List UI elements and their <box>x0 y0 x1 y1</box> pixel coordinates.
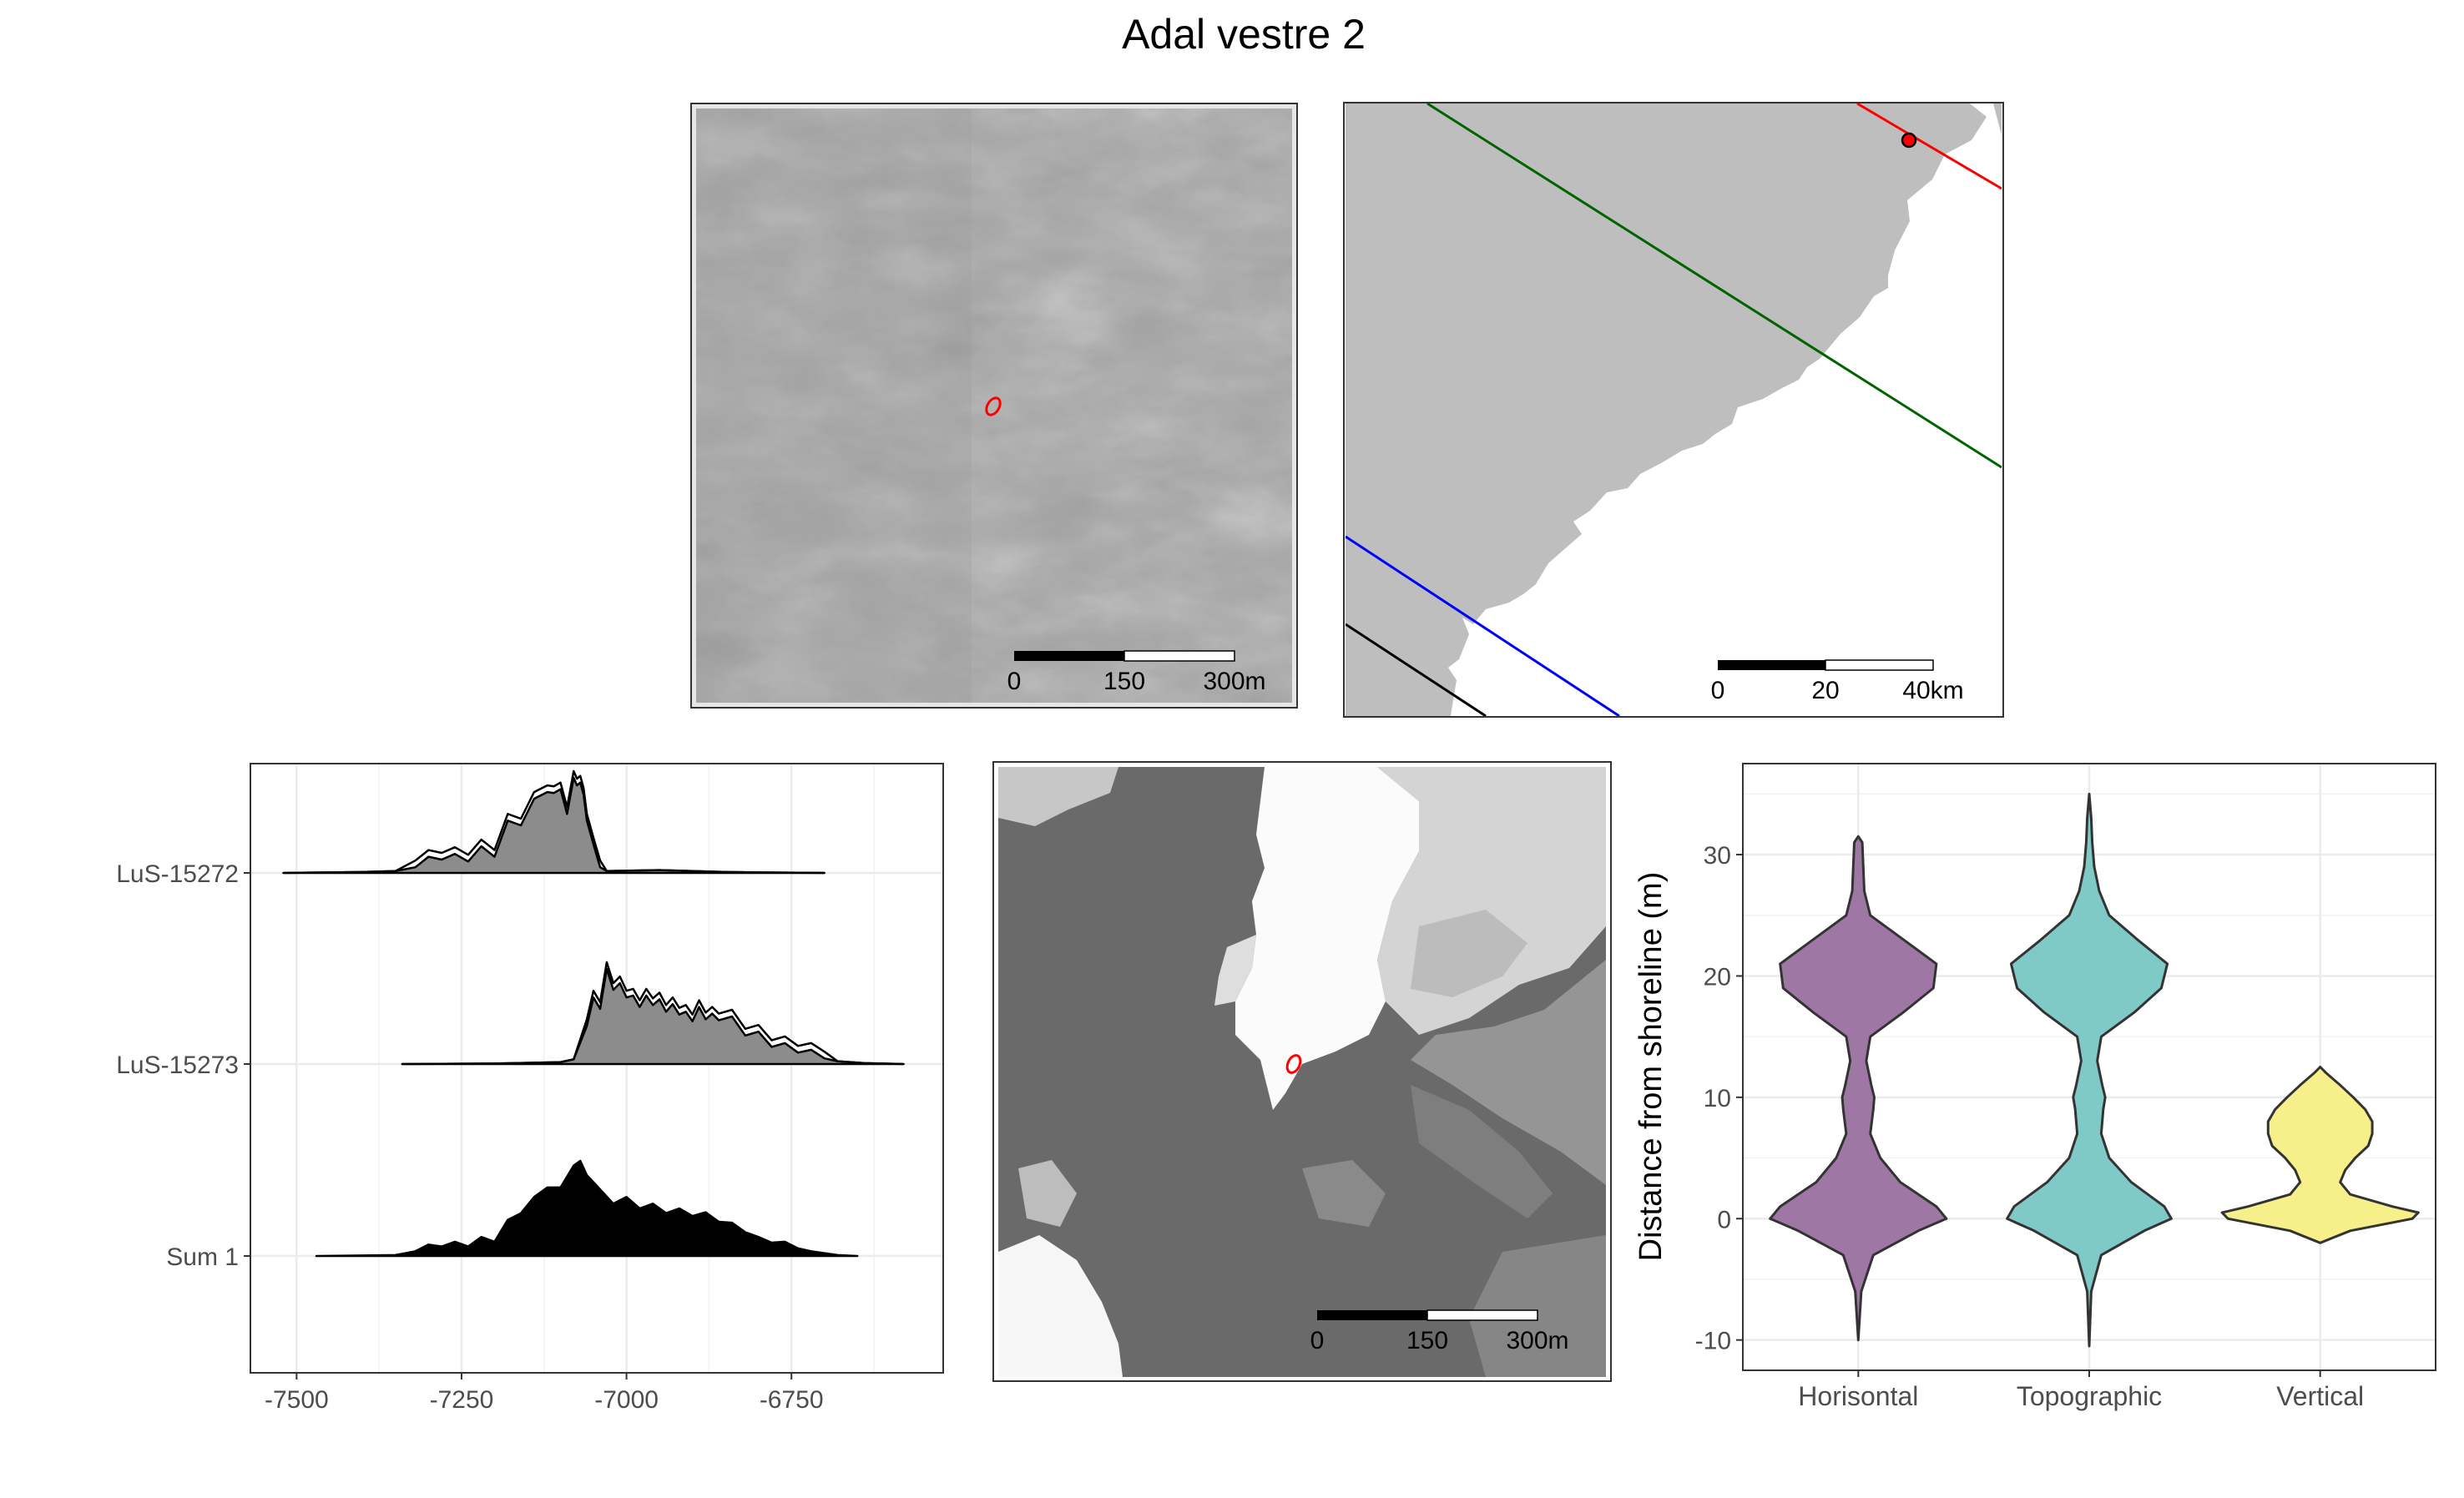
isobase-line-black <box>1346 623 1487 716</box>
hillshade-map-panel: 0 150 300m <box>690 103 1298 709</box>
violin-y-axis: -10 0 10 20 30 <box>1695 842 1743 1355</box>
violin-y-tick-label: -10 <box>1695 1328 1731 1355</box>
density-plot-border <box>250 763 944 1374</box>
scalebar-label-0: 0 <box>1007 668 1022 695</box>
violin-chart-panel: -10 0 10 20 30 Horisontal Topographic Vertical… <box>1633 763 2436 1411</box>
density-x-tick-label: -7500 <box>265 1386 329 1414</box>
density-x-tick-label: -7250 <box>430 1386 494 1414</box>
violin-y-tick-label: 30 <box>1704 842 1731 870</box>
isobase-line-blue <box>1346 535 1620 716</box>
isobase-line-green <box>1426 103 2002 469</box>
density-y-tick-label: LuS-15273 <box>116 1052 239 1079</box>
density-y-tick-label: LuS-15272 <box>116 860 239 888</box>
scalebar-label-0: 0 <box>1711 677 1725 704</box>
elevation-raster <box>998 767 1606 1377</box>
violin-series <box>1769 792 2420 1348</box>
overview-scalebar: 0 20 40km <box>1711 659 1964 704</box>
violin-horisontal <box>1769 835 1948 1342</box>
density-curve-lus-15272 <box>283 769 825 875</box>
scalebar-label-20: 20 <box>1811 677 1839 704</box>
density-y-axis: LuS-15272 LuS-15273 Sum 1 <box>116 860 250 1271</box>
site-point-marker <box>1901 132 1917 149</box>
elevation-map-panel: 0 150 300m <box>992 761 1612 1382</box>
density-area-lus-15273 <box>401 967 905 1066</box>
scalebar-label-300m: 300m <box>1203 668 1265 695</box>
density-y-tick-label: Sum 1 <box>166 1243 239 1271</box>
hillshade-raster <box>696 108 1292 703</box>
site-outline-marker <box>985 396 1002 416</box>
isobase-line-red <box>1856 103 2002 190</box>
violin-topographic <box>2006 792 2173 1348</box>
violin-x-tick-label-vertical: Vertical <box>2276 1381 2364 1411</box>
elevation-scalebar: 0 150 300m <box>1310 1309 1569 1354</box>
density-x-tick-label: -6750 <box>760 1386 824 1414</box>
density-curve-lus-15273 <box>401 961 904 1066</box>
scalebar-label-300m: 300m <box>1506 1327 1568 1354</box>
density-x-axis: -7500 -7250 -7000 -6750 <box>265 1373 824 1414</box>
violin-vertical <box>2220 1066 2420 1244</box>
overview-map-panel: 0 20 40km <box>1343 102 2004 718</box>
hillshade-scalebar: 0 150 300m <box>1007 650 1266 695</box>
density-x-tick-label: -7000 <box>594 1386 659 1414</box>
violin-y-axis-title: Distance from shoreline (m) <box>1633 872 1669 1262</box>
scalebar-label-40km: 40km <box>1902 677 1963 704</box>
violin-y-tick-label: 10 <box>1704 1085 1731 1112</box>
land-polygon <box>1346 103 1987 716</box>
scalebar-label-0: 0 <box>1310 1327 1325 1354</box>
violin-y-tick-label: 0 <box>1717 1206 1731 1233</box>
density-series <box>282 769 905 1258</box>
scalebar-label-150: 150 <box>1103 668 1145 695</box>
site-outline-marker <box>1285 1054 1302 1074</box>
scalebar-label-150: 150 <box>1406 1327 1448 1354</box>
density-area-sum-1 <box>315 1159 859 1258</box>
violin-x-tick-label-horisontal: Horisontal <box>1798 1381 1918 1411</box>
violin-y-tick-label: 20 <box>1704 963 1731 991</box>
figure-title: Adal vestre 2 <box>1122 11 1366 58</box>
violin-x-tick-label-topographic: Topographic <box>2017 1381 2162 1411</box>
violin-x-axis: Horisontal Topographic Vertical <box>1798 1370 2364 1411</box>
